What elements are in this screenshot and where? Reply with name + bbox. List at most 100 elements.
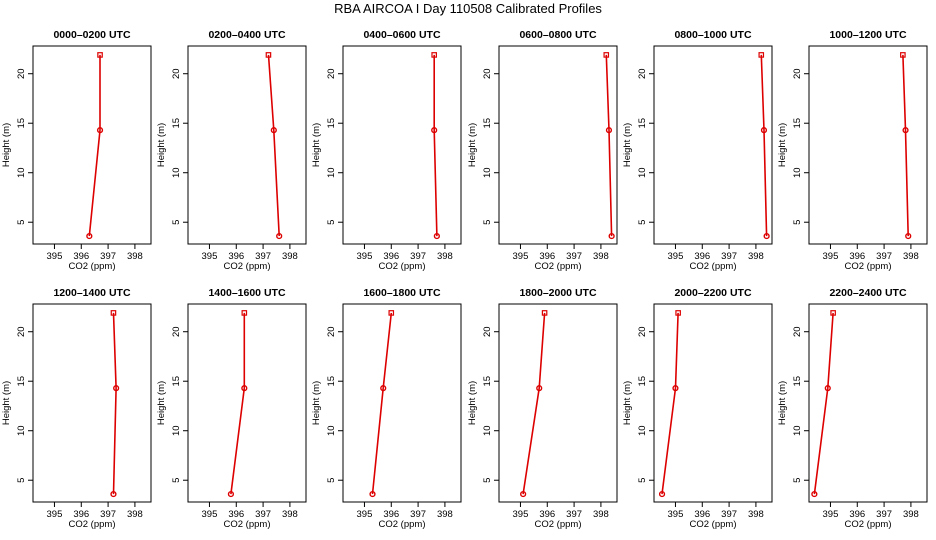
y-tick-label: 5 <box>326 478 337 483</box>
plot-frame <box>808 303 928 503</box>
y-tick-label: 15 <box>637 118 648 129</box>
x-tick-label: 395 <box>47 251 63 262</box>
y-tick-label: 5 <box>326 220 337 225</box>
y-tick-label: 15 <box>16 118 27 129</box>
y-tick-label: 10 <box>637 167 648 178</box>
x-tick-label: 396 <box>694 251 710 262</box>
plot-frame <box>32 303 152 503</box>
profile-line <box>112 312 117 495</box>
y-tick-label: 15 <box>637 376 648 387</box>
y-tick-label: 5 <box>171 478 182 483</box>
y-tick-label: 20 <box>171 326 182 337</box>
y-tick-label: 5 <box>637 220 648 225</box>
profile-line <box>605 54 613 237</box>
profile-line <box>661 312 679 495</box>
panel-title: 0000–0200 UTC <box>53 29 130 41</box>
profile-line <box>371 312 393 495</box>
x-tick-label: 398 <box>748 509 764 520</box>
x-tick-label: 397 <box>876 251 892 262</box>
y-tick-label: 20 <box>326 68 337 79</box>
panel-title: 1200–1400 UTC <box>53 287 130 299</box>
x-tick-label: 396 <box>383 251 399 262</box>
plot-frame <box>342 303 462 503</box>
x-axis-label: CO2 (ppm) <box>535 261 582 272</box>
y-tick-label: 15 <box>482 376 493 387</box>
x-tick-label: 395 <box>202 509 218 520</box>
x-tick-label: 398 <box>282 509 298 520</box>
y-axis-label: Height (m) <box>777 123 788 167</box>
profile-panel: 0200–0400 UTC 395 396 397 398 CO2 (ppm) 5 10 15 2… <box>156 29 307 272</box>
y-tick-label: 10 <box>482 167 493 178</box>
y-tick-label: 5 <box>482 478 493 483</box>
x-axis-label: CO2 (ppm) <box>379 519 426 530</box>
y-tick-label: 10 <box>171 167 182 178</box>
data-point <box>763 232 770 240</box>
x-tick-label: 395 <box>47 509 63 520</box>
x-axis-label: CO2 (ppm) <box>535 519 582 530</box>
x-tick-label: 397 <box>566 509 582 520</box>
x-tick-label: 395 <box>357 251 373 262</box>
x-tick-label: 398 <box>903 509 919 520</box>
y-tick-label: 10 <box>326 167 337 178</box>
data-point <box>672 385 679 392</box>
x-axis-label: CO2 (ppm) <box>845 261 892 272</box>
x-tick-label: 397 <box>876 509 892 520</box>
data-point <box>675 310 681 316</box>
y-tick-label: 15 <box>171 118 182 129</box>
x-tick-label: 396 <box>539 509 555 520</box>
profile-panel: 2200–2400 UTC 395 396 397 398 CO2 (ppm) 5 10 15 2… <box>777 287 928 530</box>
y-tick-label: 20 <box>171 68 182 79</box>
y-tick-label: 20 <box>482 68 493 79</box>
y-tick-label: 15 <box>326 376 337 387</box>
profile-line <box>267 54 280 237</box>
y-axis-label: Height (m) <box>1 381 12 425</box>
data-point <box>824 385 831 392</box>
x-tick-label: 398 <box>437 251 453 262</box>
panel-title: 1000–1200 UTC <box>829 29 906 41</box>
x-tick-label: 397 <box>410 251 426 262</box>
data-point <box>541 310 548 316</box>
profile-panel: 1000–1200 UTC 395 396 397 398 CO2 (ppm) 5 10 15 2… <box>777 29 928 272</box>
data-point <box>276 232 283 240</box>
x-axis-label: CO2 (ppm) <box>224 261 271 272</box>
data-point <box>241 385 248 392</box>
x-tick-label: 395 <box>823 509 839 520</box>
plot-frame <box>187 303 307 503</box>
x-tick-label: 397 <box>566 251 582 262</box>
x-tick-label: 396 <box>383 509 399 520</box>
profile-panel: 2000–2200 UTC 395 396 397 398 CO2 (ppm) 5 10 15 2… <box>622 287 773 530</box>
x-axis-label: CO2 (ppm) <box>379 261 426 272</box>
x-axis-label: CO2 (ppm) <box>690 261 737 272</box>
x-tick-label: 398 <box>748 251 764 262</box>
data-point <box>603 52 610 58</box>
data-point <box>608 232 615 240</box>
plot-frame <box>342 45 462 245</box>
data-point <box>265 52 272 58</box>
data-point <box>113 385 120 392</box>
y-axis-label: Height (m) <box>156 381 167 425</box>
x-tick-label: 398 <box>437 509 453 520</box>
x-tick-label: 397 <box>721 251 737 262</box>
panel-title: 0200–0400 UTC <box>208 29 285 41</box>
x-tick-label: 397 <box>255 509 271 520</box>
panel-title: 2000–2200 UTC <box>674 287 751 299</box>
y-tick-label: 10 <box>792 167 803 178</box>
data-point <box>86 232 93 240</box>
profile-line <box>902 54 909 237</box>
x-tick-label: 395 <box>513 251 529 262</box>
data-point <box>905 232 912 240</box>
data-point <box>110 490 117 498</box>
y-tick-label: 15 <box>171 376 182 387</box>
plot-frame <box>498 303 618 503</box>
x-tick-label: 396 <box>73 509 89 520</box>
x-tick-label: 397 <box>100 509 116 520</box>
data-point <box>431 52 437 58</box>
data-point <box>270 127 277 134</box>
profile-panel: 1400–1600 UTC 395 396 397 398 CO2 (ppm) 5 10 15 2… <box>156 287 307 530</box>
y-tick-label: 20 <box>637 326 648 337</box>
data-point <box>241 310 248 316</box>
x-axis-label: CO2 (ppm) <box>69 261 116 272</box>
data-point <box>605 127 613 134</box>
x-tick-label: 396 <box>228 509 244 520</box>
profile-line <box>522 312 546 495</box>
